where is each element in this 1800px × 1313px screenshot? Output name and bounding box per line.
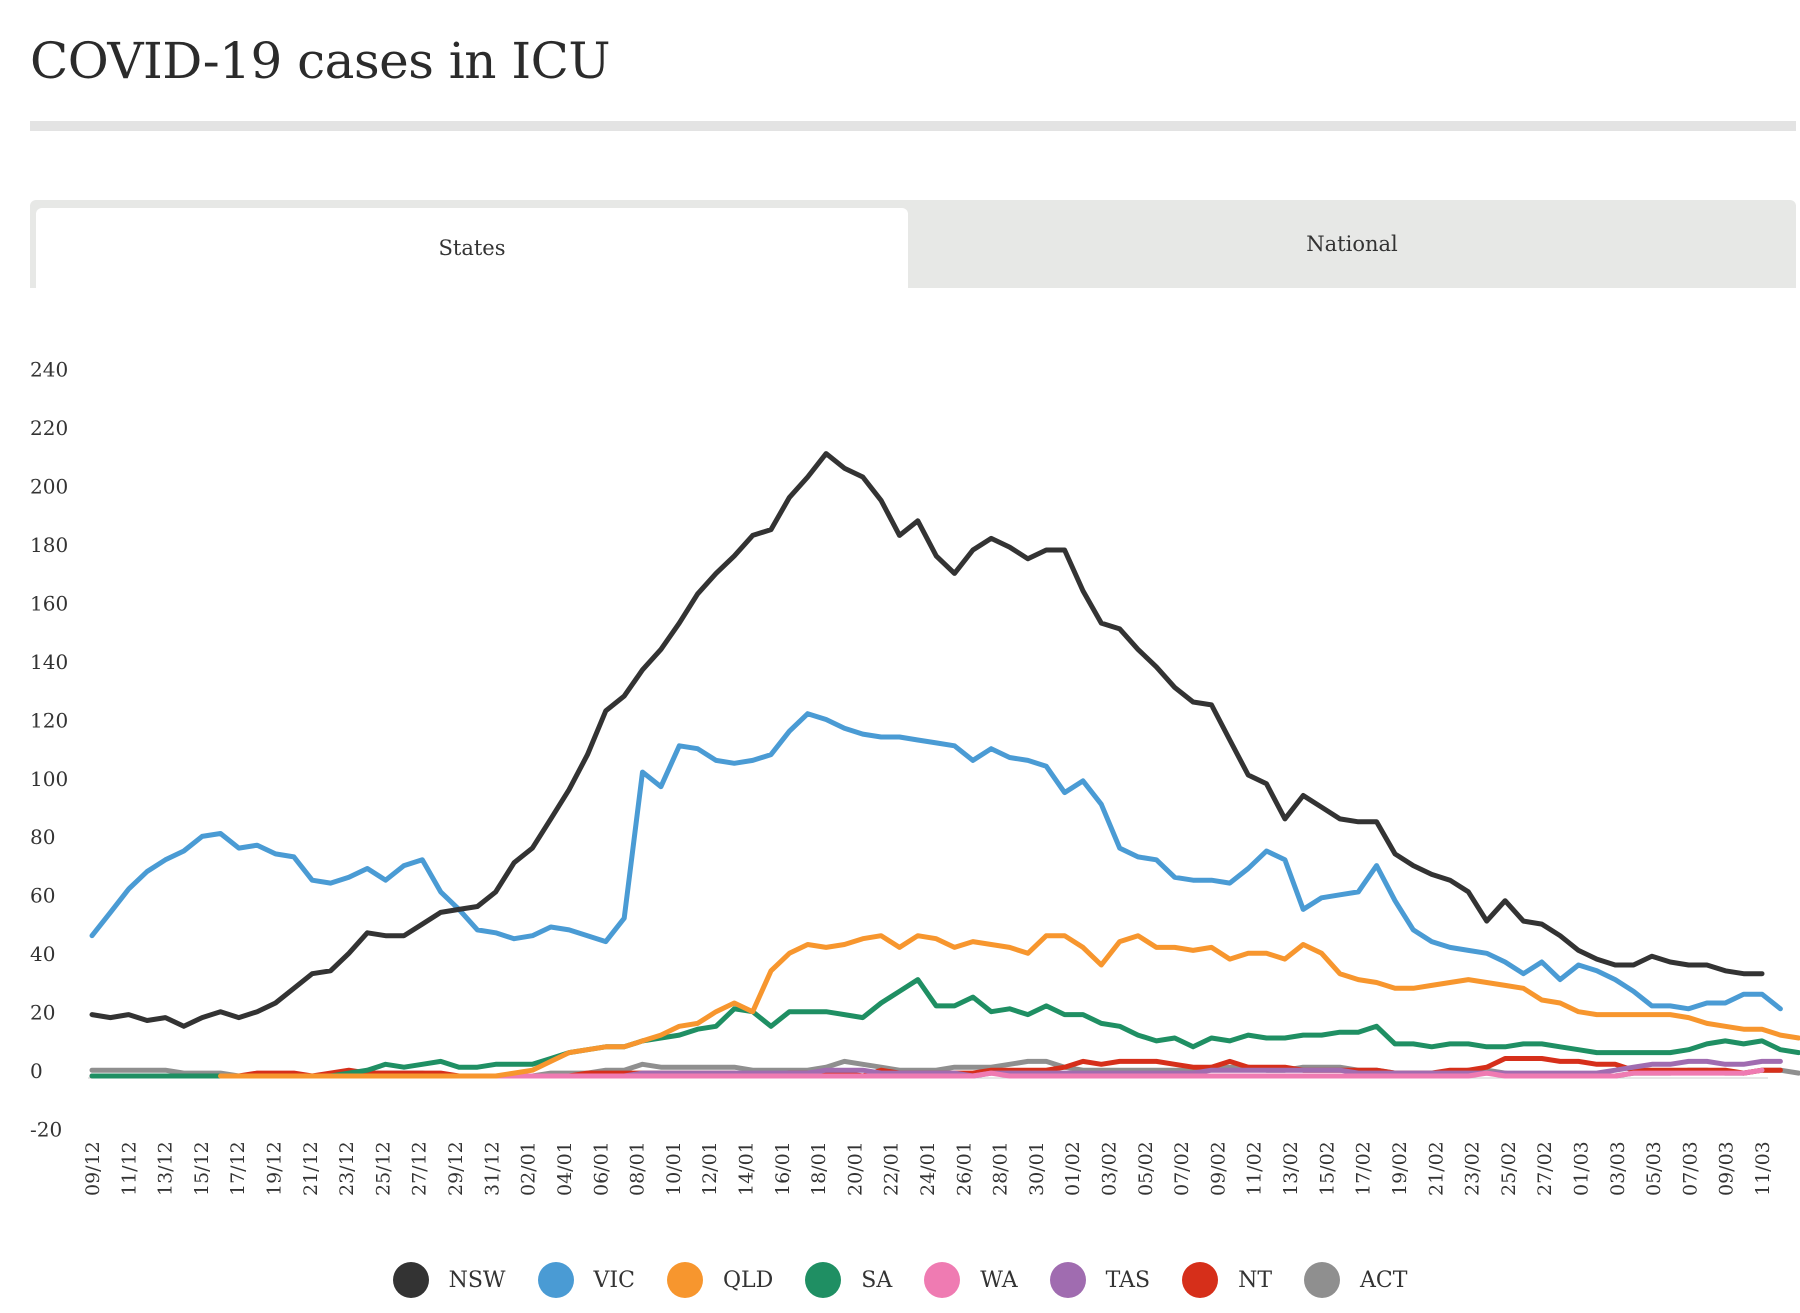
y-tick-label: 40 — [30, 942, 55, 966]
title-divider — [30, 121, 1796, 131]
x-tick-label: 10/01 — [663, 1141, 685, 1196]
legend-label: NSW — [448, 1267, 506, 1293]
y-tick-label: 200 — [30, 475, 68, 499]
y-tick-label: 0 — [30, 1059, 43, 1083]
x-tick-label: 14/01 — [735, 1141, 757, 1196]
legend-label: TAS — [1105, 1267, 1151, 1293]
page-title: COVID-19 cases in ICU — [30, 32, 611, 90]
x-tick-label: 20/01 — [844, 1141, 866, 1196]
legend-label: NT — [1238, 1267, 1272, 1293]
x-tick-label: 19/12 — [264, 1141, 286, 1196]
tab-bar: States National — [30, 200, 1796, 288]
series-line-qld — [218, 933, 1800, 1079]
x-tick-label: 24/01 — [917, 1141, 939, 1196]
legend-label: QLD — [722, 1267, 774, 1293]
legend-swatch — [805, 1262, 842, 1298]
x-tick-label: 01/02 — [1062, 1141, 1084, 1196]
x-tick-label: 09/02 — [1207, 1141, 1229, 1196]
x-tick-label: 28/01 — [990, 1141, 1012, 1196]
x-tick-label: 19/02 — [1389, 1141, 1411, 1196]
legend-item-tas[interactable]: TAS — [1049, 1262, 1151, 1298]
legend-item-wa[interactable]: WA — [924, 1262, 1018, 1298]
x-tick-label: 11/12 — [118, 1141, 140, 1196]
x-tick-label: 07/03 — [1679, 1141, 1701, 1196]
series-line-vic — [89, 711, 1783, 1012]
series-line-nsw — [89, 451, 1765, 1029]
y-tick-label: 80 — [30, 825, 55, 849]
legend-label: SA — [861, 1267, 893, 1293]
x-tick-label: 13/12 — [155, 1141, 177, 1196]
y-tick-label: 120 — [30, 708, 68, 732]
legend-item-vic[interactable]: VIC — [537, 1262, 635, 1298]
legend-item-nt[interactable]: NT — [1182, 1262, 1272, 1298]
x-tick-label: 11/03 — [1752, 1141, 1774, 1196]
chart-legend: NSW VIC QLD SA WA TAS NT ACT — [0, 1255, 1800, 1305]
x-axis: 09/12 11/12 13/12 15/12 17/12 19/12 21/12 23/12… — [82, 1141, 1774, 1196]
x-tick-label: 23/12 — [336, 1141, 358, 1196]
x-tick-label: 07/02 — [1171, 1141, 1193, 1196]
legend-label: VIC — [593, 1267, 635, 1293]
legend-swatch — [1049, 1262, 1086, 1298]
y-tick-label: 20 — [30, 1001, 55, 1025]
legend-swatch — [1182, 1262, 1219, 1298]
x-tick-label: 31/12 — [481, 1141, 503, 1196]
x-tick-label: 15/12 — [191, 1141, 213, 1196]
x-tick-label: 17/02 — [1353, 1141, 1375, 1196]
y-tick-label: 160 — [30, 591, 68, 615]
x-tick-label: 18/01 — [808, 1141, 830, 1196]
x-tick-label: 21/12 — [300, 1141, 322, 1196]
legend-item-qld[interactable]: QLD — [666, 1262, 774, 1298]
y-tick-label: 100 — [30, 767, 68, 791]
x-tick-label: 05/02 — [1135, 1141, 1157, 1196]
x-tick-label: 12/01 — [699, 1141, 721, 1196]
legend-label: WA — [980, 1267, 1018, 1293]
y-tick-label: 180 — [30, 533, 68, 557]
y-tick-label: -20 — [30, 1117, 62, 1141]
x-tick-label: 06/01 — [590, 1141, 612, 1196]
legend-item-act[interactable]: ACT — [1304, 1262, 1407, 1298]
x-tick-label: 02/01 — [518, 1141, 540, 1196]
x-tick-label: 25/12 — [372, 1141, 394, 1196]
x-tick-label: 27/02 — [1534, 1141, 1556, 1196]
x-tick-label: 17/12 — [227, 1141, 249, 1196]
tab-national[interactable]: National — [1306, 232, 1398, 256]
x-tick-label: 09/12 — [82, 1141, 104, 1196]
tab-states[interactable]: States — [36, 208, 908, 288]
x-tick-label: 30/01 — [1026, 1141, 1048, 1196]
x-tick-label: 16/01 — [772, 1141, 794, 1196]
x-tick-label: 01/03 — [1570, 1141, 1592, 1196]
x-tick-label: 26/01 — [953, 1141, 975, 1196]
legend-item-nsw[interactable]: NSW — [392, 1262, 506, 1298]
x-tick-label: 22/01 — [881, 1141, 903, 1196]
y-tick-label: 220 — [30, 416, 68, 440]
x-tick-label: 11/02 — [1244, 1141, 1266, 1196]
x-tick-label: 21/02 — [1425, 1141, 1447, 1196]
x-tick-label: 04/01 — [554, 1141, 576, 1196]
series-line-sa — [89, 977, 1800, 1079]
x-tick-label: 25/02 — [1498, 1141, 1520, 1196]
legend-swatch — [537, 1262, 574, 1298]
x-tick-label: 29/12 — [445, 1141, 467, 1196]
series-layer — [89, 451, 1800, 1079]
legend-item-sa[interactable]: SA — [805, 1262, 892, 1298]
legend-swatch — [924, 1262, 961, 1298]
x-tick-label: 03/03 — [1607, 1141, 1629, 1196]
y-tick-label: 240 — [30, 358, 68, 382]
legend-swatch — [666, 1262, 703, 1298]
x-tick-label: 13/02 — [1280, 1141, 1302, 1196]
x-tick-label: 05/03 — [1643, 1141, 1665, 1196]
legend-swatch — [392, 1262, 429, 1298]
y-tick-label: 140 — [30, 650, 68, 674]
x-tick-label: 15/02 — [1316, 1141, 1338, 1196]
legend-label: ACT — [1360, 1267, 1408, 1293]
x-tick-label: 03/02 — [1099, 1141, 1121, 1196]
x-tick-label: 23/02 — [1462, 1141, 1484, 1196]
y-tick-label: 60 — [30, 884, 55, 908]
x-tick-label: 27/12 — [409, 1141, 431, 1196]
legend-swatch — [1304, 1262, 1340, 1298]
x-tick-label: 08/01 — [627, 1141, 649, 1196]
x-tick-label: 09/03 — [1716, 1141, 1738, 1196]
